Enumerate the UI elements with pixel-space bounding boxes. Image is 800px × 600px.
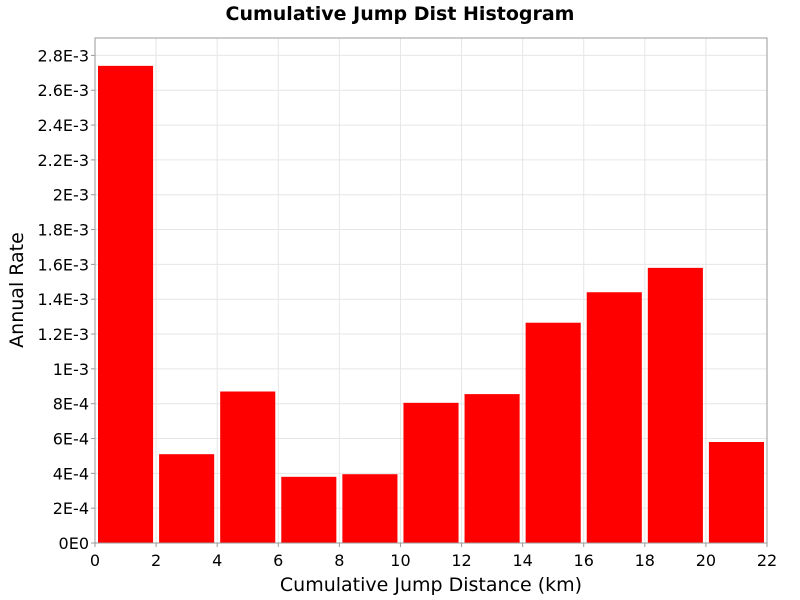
y-tick-label: 2.2E-3 xyxy=(37,151,89,170)
x-tick-label: 12 xyxy=(451,551,471,570)
y-tick-label: 1.4E-3 xyxy=(37,290,89,309)
histogram-bar xyxy=(647,267,703,543)
x-tick-label: 10 xyxy=(390,551,410,570)
y-tick-label: 2.8E-3 xyxy=(37,46,89,65)
y-tick-label: 1.8E-3 xyxy=(37,221,89,240)
y-axis-label: Annual Rate xyxy=(6,232,28,348)
chart-title: Cumulative Jump Dist Histogram xyxy=(226,3,575,25)
x-tick-label: 2 xyxy=(151,551,161,570)
y-tick-label: 1.6E-3 xyxy=(37,255,89,274)
y-tick-label: 1.2E-3 xyxy=(37,325,89,344)
y-tick-label: 8E-4 xyxy=(53,395,89,414)
y-tick-label: 6E-4 xyxy=(53,430,89,449)
y-tick-label: 2E-4 xyxy=(53,499,89,518)
x-tick-label: 14 xyxy=(512,551,532,570)
x-tick-label: 16 xyxy=(574,551,594,570)
histogram-bar xyxy=(98,65,154,544)
x-tick-label: 4 xyxy=(212,551,222,570)
bars xyxy=(98,65,764,544)
x-axis-label: Cumulative Jump Distance (km) xyxy=(280,574,582,596)
histogram-bar xyxy=(403,402,459,543)
histogram-bar xyxy=(586,292,642,543)
x-tick-label: 18 xyxy=(635,551,655,570)
histogram-bar xyxy=(708,442,764,543)
histogram-bar xyxy=(525,322,581,543)
x-axis-ticks: 0 2 4 6 8 10 12 14 16 18 20 22 xyxy=(90,543,777,570)
histogram-bar xyxy=(220,391,276,543)
x-tick-label: 6 xyxy=(273,551,283,570)
y-tick-label: 2E-3 xyxy=(53,186,89,205)
x-tick-label: 22 xyxy=(757,551,777,570)
y-tick-label: 4E-4 xyxy=(53,464,89,483)
y-tick-label: 0E0 xyxy=(59,534,89,553)
x-tick-label: 20 xyxy=(696,551,716,570)
x-tick-label: 8 xyxy=(334,551,344,570)
histogram-bar xyxy=(464,394,520,543)
y-tick-label: 2.4E-3 xyxy=(37,116,89,135)
plot-frame xyxy=(94,37,768,544)
histogram-bar xyxy=(159,454,215,543)
histogram-bar xyxy=(281,476,337,543)
x-tick-label: 0 xyxy=(90,551,100,570)
y-tick-label: 1E-3 xyxy=(53,360,89,379)
y-axis-ticks: 0E0 2E-4 4E-4 6E-4 8E-4 1E-3 1.2E-3 1.4E-3 1.6E-… xyxy=(37,46,95,553)
histogram-bar xyxy=(342,474,398,543)
y-tick-label: 2.6E-3 xyxy=(37,81,89,100)
